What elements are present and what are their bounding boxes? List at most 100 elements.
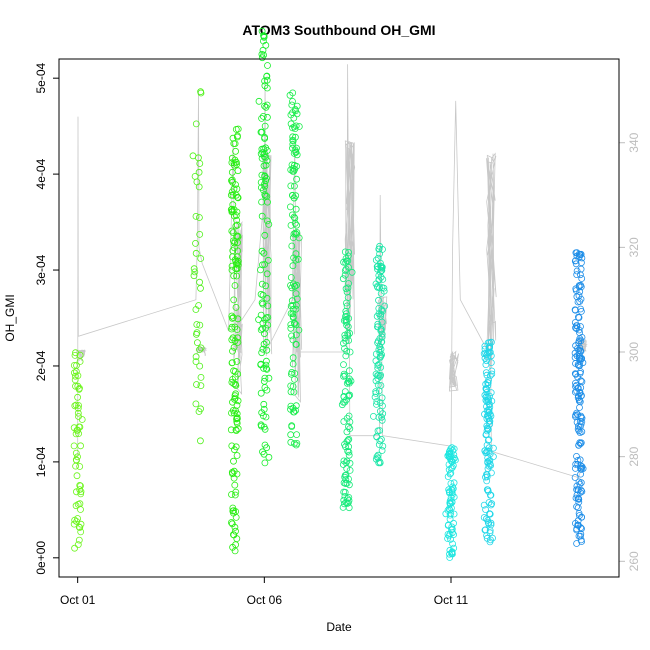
data-point bbox=[289, 140, 297, 148]
data-point bbox=[259, 46, 267, 54]
data-point bbox=[232, 181, 239, 189]
data-point bbox=[340, 479, 348, 487]
data-point bbox=[339, 503, 347, 511]
data-point bbox=[72, 382, 79, 390]
data-point bbox=[346, 329, 354, 337]
data-point bbox=[574, 517, 582, 525]
data-point bbox=[487, 536, 494, 544]
data-point bbox=[578, 275, 586, 282]
data-point bbox=[288, 423, 296, 431]
data-point bbox=[70, 361, 78, 369]
data-point bbox=[289, 262, 297, 270]
data-point bbox=[342, 352, 350, 360]
data-point bbox=[232, 382, 240, 389]
data-point bbox=[192, 212, 200, 220]
data-point bbox=[228, 323, 236, 331]
data-point bbox=[294, 255, 302, 263]
data-point bbox=[232, 488, 240, 496]
data-point bbox=[229, 507, 237, 515]
data-point bbox=[73, 456, 80, 464]
data-point bbox=[74, 409, 82, 417]
data-point bbox=[572, 324, 579, 332]
data-point bbox=[192, 120, 200, 128]
data-point bbox=[577, 486, 585, 494]
data-point bbox=[287, 405, 294, 413]
data-point bbox=[345, 412, 353, 420]
data-point bbox=[230, 531, 238, 539]
data-point bbox=[342, 285, 350, 293]
data-point bbox=[263, 386, 271, 394]
data-point bbox=[381, 302, 389, 310]
data-point bbox=[483, 448, 491, 456]
data-point bbox=[340, 361, 347, 369]
data-point bbox=[375, 304, 383, 312]
data-point bbox=[369, 412, 377, 420]
data-point bbox=[342, 471, 350, 479]
data-point bbox=[192, 353, 200, 361]
data-point bbox=[572, 413, 579, 421]
data-point bbox=[578, 513, 585, 521]
data-point bbox=[227, 191, 235, 199]
data-point bbox=[575, 339, 582, 347]
data-point bbox=[191, 268, 199, 276]
data-point bbox=[576, 423, 584, 431]
data-point bbox=[286, 203, 294, 211]
data-point bbox=[377, 382, 385, 389]
data-point bbox=[76, 351, 84, 359]
data-point bbox=[289, 124, 296, 132]
plot-box bbox=[58, 58, 620, 578]
data-point bbox=[289, 89, 297, 97]
data-point bbox=[577, 305, 584, 313]
data-point bbox=[339, 339, 347, 347]
data-point bbox=[288, 161, 296, 169]
data-point bbox=[578, 259, 585, 267]
data-point bbox=[372, 357, 380, 365]
data-point bbox=[292, 321, 300, 329]
data-point bbox=[233, 216, 241, 224]
data-point bbox=[447, 480, 455, 487]
data-point bbox=[77, 490, 85, 498]
data-point bbox=[288, 332, 296, 340]
data-point bbox=[375, 310, 383, 318]
data-point bbox=[233, 232, 241, 240]
x-tick-label: Oct 11 bbox=[434, 593, 469, 607]
data-point bbox=[293, 229, 301, 236]
data-point bbox=[444, 521, 452, 529]
data-point bbox=[574, 495, 582, 503]
data-point bbox=[258, 409, 266, 417]
data-point bbox=[378, 266, 386, 274]
data-point bbox=[233, 264, 241, 272]
data-point bbox=[230, 343, 238, 351]
data-point bbox=[374, 254, 382, 262]
data-point bbox=[288, 368, 296, 376]
data-point bbox=[577, 265, 585, 273]
data-point bbox=[76, 524, 84, 531]
data-point bbox=[346, 466, 354, 474]
data-point bbox=[76, 384, 83, 392]
data-point bbox=[261, 459, 269, 467]
data-point bbox=[345, 493, 353, 501]
data-point bbox=[293, 102, 301, 110]
data-point bbox=[485, 400, 493, 408]
data-point bbox=[230, 409, 238, 417]
data-point bbox=[260, 377, 268, 385]
data-point bbox=[578, 525, 585, 533]
data-point bbox=[342, 476, 350, 483]
data-point bbox=[257, 178, 265, 186]
data-point bbox=[484, 519, 492, 526]
data-point bbox=[379, 275, 387, 283]
data-point bbox=[292, 250, 300, 258]
data-point bbox=[377, 267, 385, 275]
data-point bbox=[446, 500, 454, 508]
data-point bbox=[345, 375, 353, 383]
data-point bbox=[234, 425, 242, 433]
right-axis: 260 280 300 320 340 bbox=[618, 132, 641, 571]
data-point bbox=[74, 541, 82, 548]
data-point bbox=[481, 345, 489, 353]
data-point bbox=[288, 242, 296, 250]
data-point bbox=[485, 436, 493, 444]
data-point bbox=[71, 369, 78, 377]
data-point bbox=[380, 287, 388, 295]
